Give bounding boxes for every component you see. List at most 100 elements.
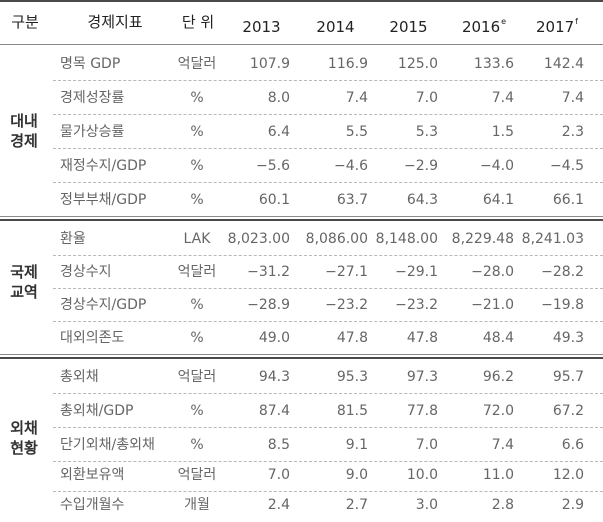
row-value: 7.4 [491, 90, 514, 106]
row-value: 2.9 [561, 497, 584, 513]
row-unit: % [190, 158, 204, 174]
table-row: 단기외채/총외채 % 8.5 9.1 7.0 7.4 6.6 [0, 428, 603, 462]
row-value: 64.3 [406, 192, 438, 208]
row-value: 7.4 [491, 437, 514, 453]
header-category: 구분 [11, 13, 39, 31]
row-value: 8,229.48 [451, 231, 514, 247]
row-divider [53, 148, 603, 149]
row-value: −4.6 [334, 158, 368, 174]
table-row: 총외채 억달러 94.3 95.3 97.3 96.2 95.7 [0, 360, 603, 394]
row-value: −31.2 [247, 264, 290, 280]
row-value: 95.7 [552, 369, 584, 385]
row-value: 97.3 [406, 369, 438, 385]
row-indicator: 경상수지/GDP [60, 297, 147, 313]
row-divider [53, 393, 603, 394]
header-year-2015: 2015 [377, 0, 441, 44]
row-value: 48.4 [482, 330, 514, 346]
row-value: 64.1 [482, 192, 514, 208]
group-divider [0, 354, 603, 355]
group-label-line: 대내 [10, 112, 38, 130]
row-divider [53, 114, 603, 115]
row-unit: % [190, 437, 204, 453]
row-value: 3.0 [415, 497, 438, 513]
table-row: 물가상승률 % 6.4 5.5 5.3 1.5 2.3 [0, 115, 603, 149]
row-unit: 억달러 [177, 369, 217, 385]
row-value: 8,241.03 [521, 231, 584, 247]
row-divider [53, 461, 603, 462]
row-value: 9.1 [345, 437, 368, 453]
row-indicator: 총외채/GDP [60, 403, 134, 419]
row-divider [53, 427, 603, 428]
group-label-line: 외채 [10, 419, 38, 437]
group-label-line: 교역 [10, 283, 38, 301]
table-row: 정부부채/GDP % 60.1 63.7 64.3 64.1 66.1 [0, 183, 603, 217]
row-indicator: 경상수지 [60, 264, 112, 280]
row-unit: % [190, 403, 204, 419]
row-value: 6.6 [561, 437, 584, 453]
row-value: 7.0 [415, 90, 438, 106]
row-value: 116.9 [327, 56, 368, 72]
group-label-line: 국제 [10, 263, 38, 281]
row-value: 77.8 [406, 403, 438, 419]
row-value: −4.5 [550, 158, 584, 174]
row-value: −2.9 [404, 158, 438, 174]
table-row: 총외채/GDP % 87.4 81.5 77.8 72.0 67.2 [0, 394, 603, 428]
row-value: 6.4 [267, 124, 290, 140]
row-unit: % [190, 90, 204, 106]
row-unit: 개월 [184, 497, 210, 513]
row-value: 8,023.00 [227, 231, 290, 247]
header-bottom-rule [0, 44, 603, 45]
row-indicator: 명목 GDP [60, 56, 121, 72]
group-label-line: 현황 [10, 439, 38, 457]
row-unit: % [190, 192, 204, 208]
header-year-2014: 2014 [304, 0, 368, 44]
row-value: 12.0 [552, 467, 584, 483]
table-row: 재정수지/GDP % −5.6 −4.6 −2.9 −4.0 −4.5 [0, 149, 603, 183]
year-label: 2014 [316, 18, 355, 36]
row-divider [53, 255, 603, 256]
row-value: 125.0 [397, 56, 438, 72]
table-row: 수입개월수 개월 2.4 2.7 3.0 2.8 2.9 [0, 488, 603, 522]
row-unit: 억달러 [177, 467, 217, 483]
row-value: −27.1 [325, 264, 368, 280]
group-label-external-debt: 외채 현황 [0, 418, 48, 458]
row-divider [53, 491, 603, 492]
row-value: 8.5 [267, 437, 290, 453]
row-value: 81.5 [336, 403, 368, 419]
year-mark: e [501, 17, 507, 26]
group-divider [0, 357, 603, 359]
row-value: 10.0 [406, 467, 438, 483]
row-value: 11.0 [482, 467, 514, 483]
row-divider [53, 321, 603, 322]
table-top-rule [0, 0, 603, 2]
table-row: 경제성장률 % 8.0 7.4 7.0 7.4 7.4 [0, 81, 603, 115]
row-value: 7.4 [345, 90, 368, 106]
row-indicator: 경제성장률 [60, 90, 125, 106]
row-value: −21.0 [471, 297, 514, 313]
row-value: 66.1 [552, 192, 584, 208]
row-value: 2.3 [561, 124, 584, 140]
row-value: 5.5 [345, 124, 368, 140]
row-value: 8.0 [267, 90, 290, 106]
row-value: 107.9 [249, 56, 290, 72]
row-unit: LAK [183, 231, 211, 247]
table-row: 대외의존도 % 49.0 47.8 47.8 48.4 49.3 [0, 321, 603, 355]
row-value: 2.4 [267, 497, 290, 513]
header-unit: 단 위 [181, 13, 215, 31]
group-label-trade: 국제 교역 [0, 262, 48, 302]
table-row: 경상수지/GDP % −28.9 −23.2 −23.2 −21.0 −19.8 [0, 288, 603, 322]
table-row: 명목 GDP 억달러 107.9 116.9 125.0 133.6 142.4 [0, 47, 603, 81]
year-label: 2017 [535, 18, 575, 36]
row-value: −23.2 [325, 297, 368, 313]
table-row: 외환보유액 억달러 7.0 9.0 10.0 11.0 12.0 [0, 458, 603, 492]
year-label: 2015 [389, 18, 428, 36]
row-unit: % [190, 330, 204, 346]
row-value: 60.1 [258, 192, 290, 208]
row-value: 2.7 [345, 497, 368, 513]
row-value: 2.8 [491, 497, 514, 513]
row-value: −28.2 [541, 264, 584, 280]
group-divider [0, 216, 603, 217]
row-value: −4.0 [480, 158, 514, 174]
row-value: 94.3 [258, 369, 290, 385]
row-value: 8,086.00 [305, 231, 368, 247]
